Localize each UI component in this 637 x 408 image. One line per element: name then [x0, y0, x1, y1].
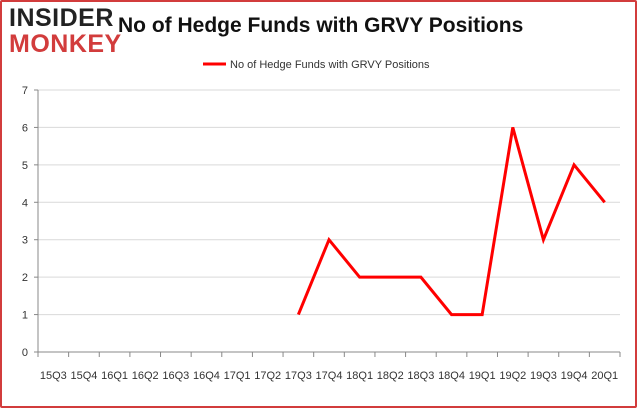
y-tick-label: 2 [22, 272, 28, 284]
x-tick-label: 17Q3 [285, 370, 312, 382]
y-tick-label: 6 [22, 122, 28, 134]
logo-line-insider: INSIDER [9, 4, 114, 32]
x-tick-label: 19Q1 [469, 370, 496, 382]
x-tick-label: 18Q2 [377, 370, 404, 382]
x-tick-label: 20Q1 [591, 370, 618, 382]
x-tick-label: 19Q3 [530, 370, 557, 382]
axes [34, 89, 621, 357]
x-tick-label: 15Q3 [40, 370, 67, 382]
y-tick-label: 5 [22, 160, 28, 172]
x-tick-label: 18Q3 [407, 370, 434, 382]
x-tick-label: 18Q1 [346, 370, 373, 382]
x-tick-label: 15Q4 [70, 370, 97, 382]
series-line-0 [296, 127, 606, 317]
chart-title: No of Hedge Funds with GRVY Positions [118, 14, 524, 37]
y-tick-label: 7 [22, 85, 28, 97]
x-tick-label: 17Q1 [224, 370, 251, 382]
x-tick-label: 17Q4 [316, 370, 343, 382]
logo-line-monkey: MONKEY [9, 30, 122, 58]
y-tick-label: 0 [22, 347, 28, 359]
x-tick-label: 17Q2 [254, 370, 281, 382]
x-tick-label: 18Q4 [438, 370, 465, 382]
x-tick-label: 16Q2 [132, 370, 159, 382]
x-tick-label: 19Q2 [499, 370, 526, 382]
x-tick-label: 16Q1 [101, 370, 128, 382]
x-tick-label: 16Q3 [162, 370, 189, 382]
insider-monkey-logo: INSIDER MONKEY [9, 6, 122, 57]
legend: No of Hedge Funds with GRVY Positions [203, 59, 430, 71]
y-tick-label: 4 [22, 197, 28, 209]
y-tick-labels: 0 1 2 3 4 5 6 7 [22, 85, 28, 359]
series-lines [296, 127, 606, 317]
x-tick-label: 16Q4 [193, 370, 220, 382]
legend-label: No of Hedge Funds with GRVY Positions [230, 59, 430, 71]
x-tick-labels: 15Q3 15Q4 16Q1 16Q2 16Q3 16Q4 17Q1 17Q2 17Q3 17Q4… [40, 370, 618, 382]
y-tick-label: 3 [22, 235, 28, 247]
y-tick-label: 1 [22, 310, 28, 322]
x-tick-label: 19Q4 [561, 370, 588, 382]
